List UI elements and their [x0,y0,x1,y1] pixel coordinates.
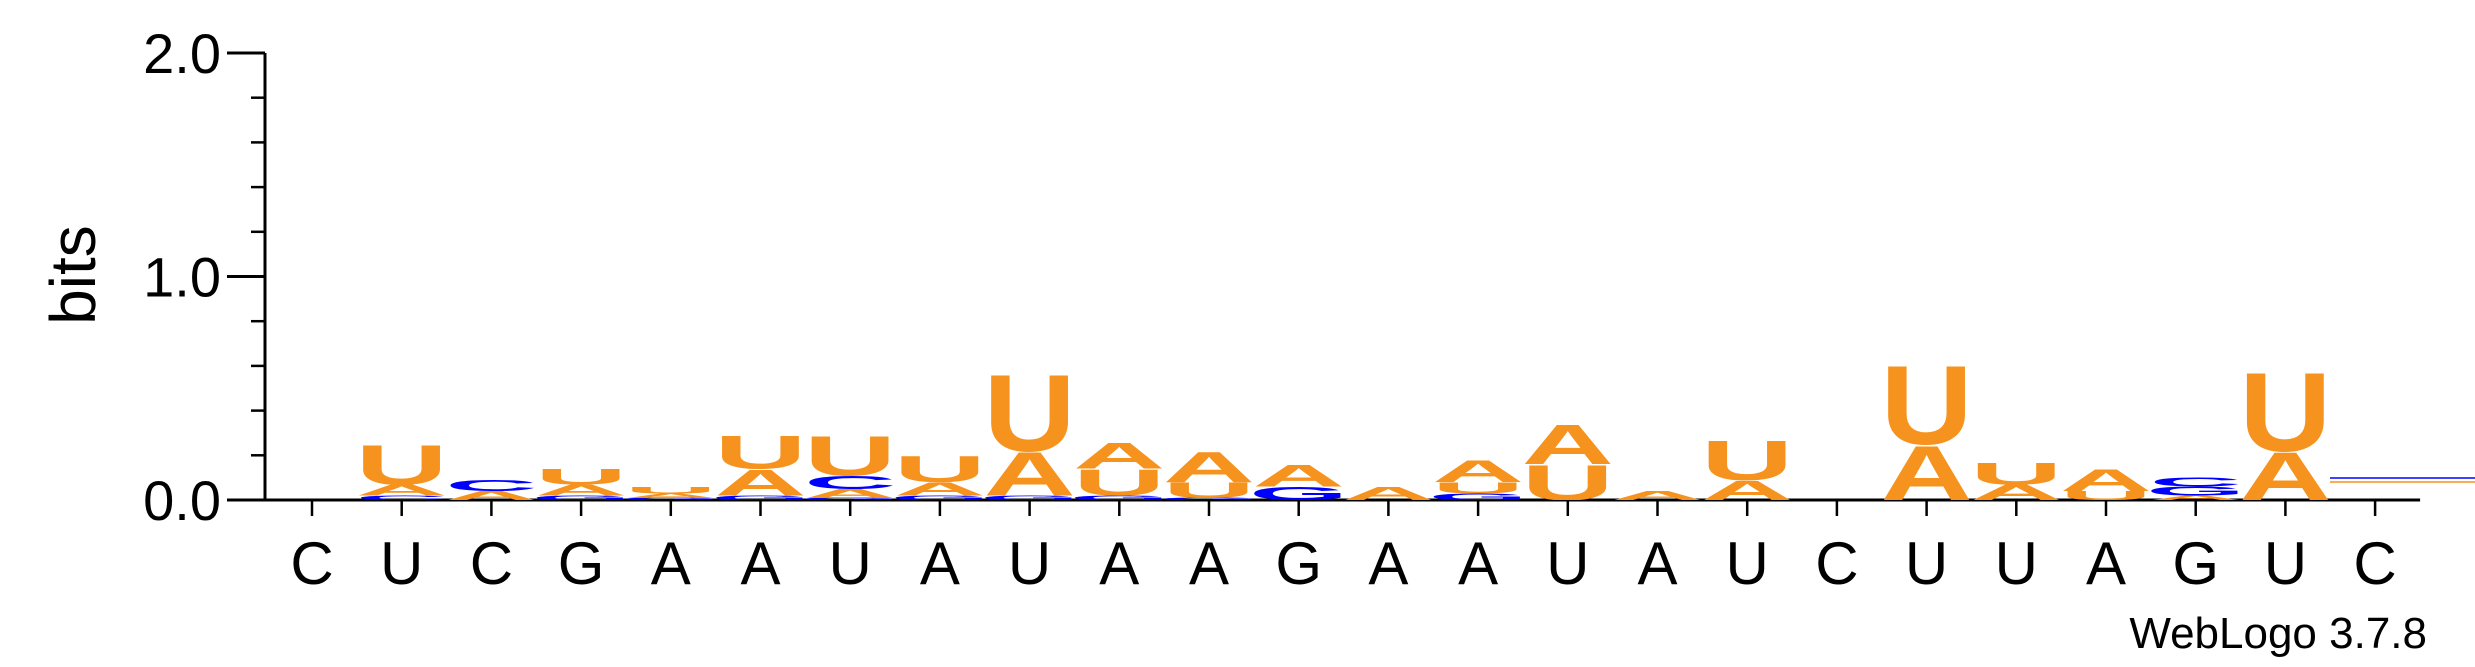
logo-glyph-u: U [1522,455,1614,511]
logo-glyph-u: U [894,448,986,490]
x-tick-label: U [1995,530,2038,597]
x-tick-label: A [1637,530,1677,597]
y-axis: 0.0 1.0 2.0 [143,22,267,532]
logo-glyph-c: C [2150,475,2242,489]
x-tick-label: C [1815,530,1858,597]
logo-glyph-g: G [1249,483,1348,504]
x-tick-label: C [470,530,513,597]
logo-glyph-a: A [535,482,627,499]
logo-glyph-a: A [714,462,806,504]
logo-glyph-g: G [2146,484,2245,498]
x-tick-label: A [1368,530,1408,597]
y-tick-label: 0.0 [143,469,221,532]
logo-glyph-c: C [356,494,448,501]
logo-glyph-a: A [2239,438,2331,515]
logo-glyph-a: A [1880,430,1972,517]
x-tick-label: A [2086,530,2126,597]
logo-glyph-u: U [1880,343,1972,468]
logo-glyph-g: G [1428,492,1527,502]
y-axis-label: bits [37,225,109,325]
x-tick-label: U [1008,530,1051,597]
logo-glyph-u: U [1432,479,1524,496]
x-tick-label: A [740,530,780,597]
logo-glyph-a: A [1522,414,1614,477]
logo-glyph-u: U [2060,489,2152,503]
logo-glyph-g: G [1070,494,1169,501]
x-tick-label: G [1275,530,1322,597]
logo-glyph-a: A [1073,435,1165,477]
x-tick-label: A [1458,530,1498,597]
x-tick-label: U [829,530,872,597]
logo-glyph-a: A [1611,489,1703,503]
logo-stacks: CAUACGAUGAUGAUGACUGAUGAUGUAGUAGAAGUAUAAA… [356,343,2332,517]
x-tick-label: C [2353,530,2396,597]
logo-glyph-u: U [356,434,448,497]
logo-glyph-a: A [445,489,537,503]
x-tick-label: U [1546,530,1589,597]
logo-glyph-c: C [804,472,896,493]
x-tick-label: G [2172,530,2219,597]
x-tick-label: A [1189,530,1229,597]
logo-glyph-g: G [890,494,989,501]
x-tick-label: A [651,530,691,597]
logo-glyph-a: A [1342,483,1434,504]
x-tick-label: U [380,530,423,597]
logo-glyph-u: U [1970,456,2062,491]
logo-glyph-g: G [711,494,810,501]
logo-glyph-a: A [894,479,986,500]
logo-glyph-u: U [535,465,627,489]
logo-glyph-u: U [2239,350,2331,475]
logo-glyph-a: A [1970,480,2062,504]
logo-glyph-u: U [1163,478,1255,502]
logo-glyph-u: U [714,427,806,479]
logo-glyph-u: U [804,425,896,488]
logo-glyph-a: A [2060,463,2152,498]
x-tick-label: A [920,530,960,597]
logo-glyph-g: G [531,494,630,501]
logo-glyph-g: G [801,497,900,500]
logo-glyph-u: U [983,352,1075,474]
logo-glyph-a: A [1432,454,1524,489]
logo-glyph-c: C [445,477,537,494]
logo-glyph-g: G [1159,497,1258,500]
logo-glyph-a: A [2150,494,2242,501]
weblogo-credit: WebLogo 3.7.8 [2129,609,2427,658]
x-tick-label: C [290,530,333,597]
logo-glyph-u: U [1073,462,1165,504]
x-tick-label: U [1726,530,1769,597]
logo-glyph-a: A [1253,458,1345,493]
x-tick-label: G [558,530,605,597]
logo-glyph-g: G [621,497,720,500]
logo-glyph-g: G [980,494,1079,501]
logo-glyph-a: A [983,440,1075,510]
x-tick-label: U [1905,530,1948,597]
logo-glyph-a: A [1701,474,1793,506]
logo-glyph-a: A [804,487,896,501]
logo-glyph-a: A [625,492,717,499]
y-tick-label: 1.0 [143,246,221,309]
y-tick-label: 2.0 [143,22,221,85]
x-tick-label: U [2264,530,2307,597]
logo-glyph-u: U [625,485,717,495]
logo-glyph-u: U [1701,429,1793,492]
logo-glyph-a: A [1163,443,1255,492]
x-tick-label: A [1099,530,1139,597]
logo-glyph-a: A [356,482,448,499]
